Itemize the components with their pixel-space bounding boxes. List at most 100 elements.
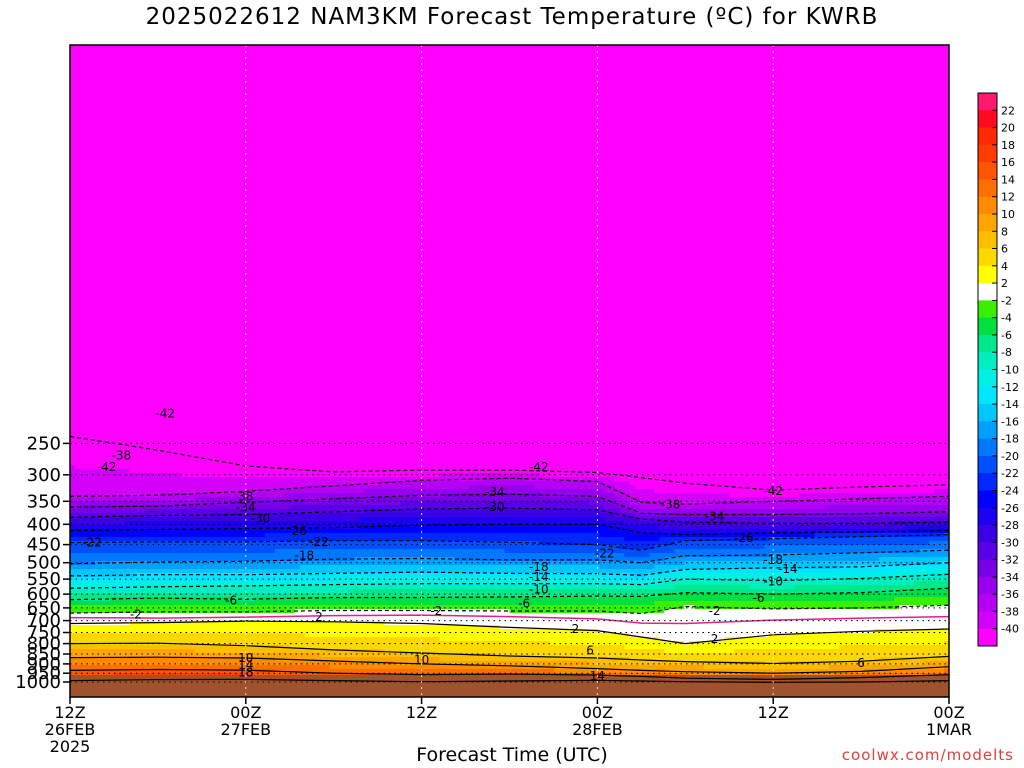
temperature-cell	[84, 553, 91, 558]
temperature-cell	[124, 357, 131, 362]
temperature-cell	[209, 229, 216, 234]
temperature-cell	[109, 281, 116, 286]
temperature-cell	[169, 541, 176, 546]
temperature-cell	[109, 305, 116, 310]
temperature-cell	[94, 573, 101, 578]
temperature-cell	[79, 117, 86, 122]
temperature-cell	[149, 329, 156, 334]
temperature-cell	[79, 197, 86, 202]
temperature-cell	[184, 253, 191, 258]
temperature-cell	[114, 345, 121, 350]
temperature-cell	[184, 313, 191, 318]
temperature-cell	[154, 253, 161, 258]
temperature-cell	[144, 137, 151, 142]
temperature-cell	[109, 257, 116, 262]
temperature-cell	[134, 389, 141, 394]
temperature-cell	[74, 585, 81, 590]
temperature-cell	[189, 293, 196, 298]
temperature-cell	[219, 413, 226, 418]
temperature-cell	[129, 565, 136, 570]
temperature-cell	[209, 669, 216, 674]
temperature-cell	[174, 509, 181, 514]
temperature-cell	[154, 441, 161, 446]
temperature-cell	[219, 309, 226, 314]
temperature-cell	[194, 73, 201, 78]
temperature-cell	[114, 61, 121, 66]
temperature-cell	[169, 273, 176, 278]
temperature-cell	[169, 261, 176, 266]
temperature-cell	[119, 169, 126, 174]
temperature-cell	[169, 297, 176, 302]
temperature-cell	[199, 257, 206, 262]
temperature-cell	[94, 397, 101, 402]
temperature-cell	[224, 305, 231, 310]
temperature-cell	[169, 321, 176, 326]
temperature-cell	[224, 153, 231, 158]
temperature-cell	[99, 217, 106, 222]
temperature-cell	[144, 105, 151, 110]
temperature-cell	[89, 333, 96, 338]
temperature-cell	[99, 149, 106, 154]
temperature-cell	[159, 361, 166, 366]
temperature-cell	[94, 453, 101, 458]
temperature-cell	[179, 257, 186, 262]
temperature-cell	[114, 245, 121, 250]
temperature-cell	[119, 665, 126, 670]
temperature-cell	[74, 229, 81, 234]
temperature-cell	[204, 661, 211, 666]
temperature-cell	[139, 437, 146, 442]
temperature-cell	[89, 357, 96, 362]
temperature-cell	[74, 489, 81, 494]
temperature-cell	[199, 113, 206, 118]
temperature-cell	[144, 581, 151, 586]
temperature-cell	[94, 545, 101, 550]
temperature-cell	[154, 369, 161, 374]
temperature-cell	[214, 517, 221, 522]
temperature-cell	[114, 645, 121, 650]
temperature-cell	[219, 633, 226, 638]
temperature-cell	[109, 453, 116, 458]
temperature-cell	[134, 113, 141, 118]
temperature-cell	[164, 125, 171, 130]
temperature-cell	[219, 665, 226, 670]
temperature-cell	[179, 637, 186, 642]
temperature-cell	[70, 173, 76, 178]
temperature-cell	[209, 181, 216, 186]
temperature-cell	[214, 525, 221, 530]
temperature-cell	[169, 569, 176, 574]
temperature-cell	[194, 165, 201, 170]
temperature-cell	[154, 649, 161, 654]
temperature-cell	[119, 337, 126, 342]
temperature-cell	[124, 405, 131, 410]
temperature-cell	[119, 137, 126, 142]
temperature-cell	[74, 221, 81, 226]
temperature-cell	[79, 89, 86, 94]
temperature-cell	[174, 529, 181, 534]
temperature-cell	[104, 213, 111, 218]
temperature-cell	[129, 405, 136, 410]
temperature-cell	[164, 501, 171, 506]
temperature-cell	[189, 345, 196, 350]
temperature-cell	[204, 189, 211, 194]
temperature-cell	[159, 621, 166, 626]
temperature-cell	[164, 657, 171, 662]
temperature-cell	[189, 593, 196, 598]
temperature-cell	[134, 497, 141, 502]
temperature-cell	[144, 357, 151, 362]
temperature-cell	[109, 377, 116, 382]
temperature-cell	[199, 45, 206, 50]
temperature-cell	[184, 645, 191, 650]
temperature-cell	[89, 301, 96, 306]
temperature-cell	[184, 337, 191, 342]
temperature-cell	[124, 205, 131, 210]
temperature-cell	[99, 589, 106, 594]
temperature-cell	[124, 237, 131, 242]
temperature-cell	[144, 549, 151, 554]
temperature-cell	[209, 165, 216, 170]
temperature-cell	[124, 413, 131, 418]
temperature-cell	[89, 293, 96, 298]
temperature-cell	[179, 381, 186, 386]
temperature-cell	[219, 261, 226, 266]
temperature-cell	[194, 485, 201, 490]
temperature-cell	[194, 265, 201, 270]
